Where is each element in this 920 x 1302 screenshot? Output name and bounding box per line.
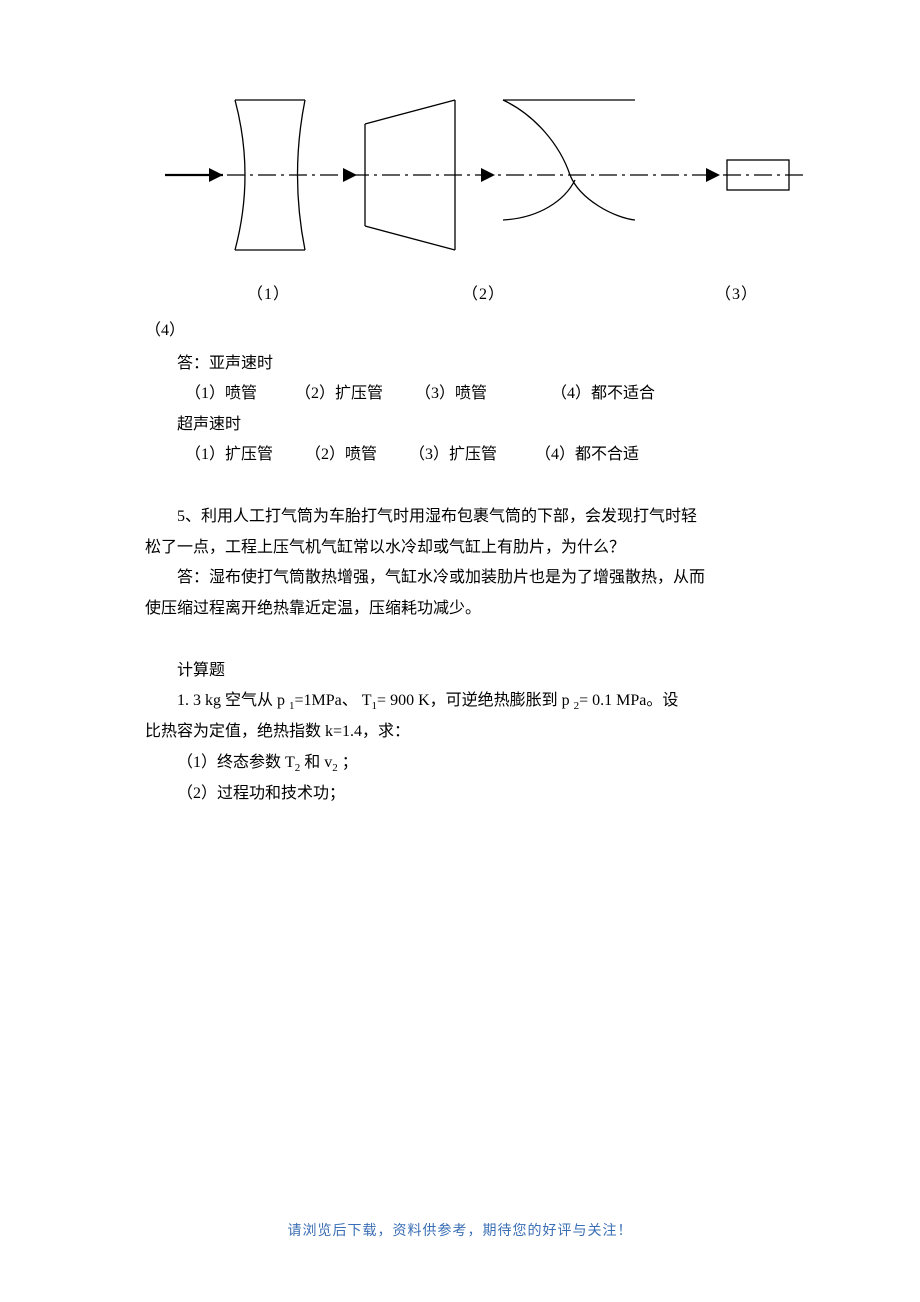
ans-2-3: （3）扩压管 — [409, 446, 497, 463]
answer-supersonic-row: （1）扩压管 （2）喷管 （3）扩压管 （4）都不合适 — [145, 440, 775, 470]
answer-5-line2: 使压缩过程离开绝热靠近定温，压缩耗功减少。 — [145, 594, 775, 624]
ans-1-3: （3）喷管 — [415, 385, 487, 402]
answer-supersonic-heading: 超声速时 — [145, 410, 775, 440]
ans-1-1: （1）喷管 — [185, 385, 257, 402]
page-footer: 请浏览后下载，资料供参考，期待您的好评与关注！ — [0, 1219, 920, 1246]
calc-section-title: 计算题 — [145, 656, 775, 686]
ans-2-1: （1）扩压管 — [185, 446, 273, 463]
answer-subsonic-row: （1）喷管 （2）扩压管 （3）喷管 （4）都不适合 — [145, 379, 775, 409]
calc-q1-line1: 1. 3 kg 空气从 p 1=1MPa、 T1= 900 K，可逆绝热膨胀到 … — [145, 686, 775, 717]
question-5-line2: 松了一点，工程上压气机气缸常以水冷却或气缸上有肋片，为什么？ — [145, 533, 775, 563]
label-3: （3） — [715, 280, 758, 310]
label-4: （4） — [145, 316, 775, 346]
label-1: （1） — [247, 280, 290, 310]
ans-1-2: （2）扩压管 — [295, 385, 383, 402]
calc-item-2: （2）过程功和技术功； — [145, 779, 775, 809]
answer-subsonic-heading: 答：亚声速时 — [145, 349, 775, 379]
calc-q1-line2: 比热容为定值，绝热指数 k=1.4，求： — [145, 717, 775, 747]
ans-2-4: （4）都不合适 — [535, 446, 639, 463]
label-2: （2） — [462, 280, 505, 310]
nozzle-diagram — [165, 90, 775, 280]
calc-item-1: （1）终态参数 T2 和 v2 ； — [145, 748, 775, 779]
ans-1-4: （4）都不适合 — [551, 385, 655, 402]
diagram-labels: （1） （2） （3） — [165, 280, 775, 310]
answer-5-line1: 答：湿布使打气筒散热增强，气缸水冷或加装肋片也是为了增强散热，从而 — [145, 563, 775, 593]
ans-2-2: （2）喷管 — [305, 446, 377, 463]
question-5-line1: 5、利用人工打气筒为车胎打气时用湿布包裹气筒的下部，会发现打气时轻 — [145, 502, 775, 532]
nozzle-svg — [165, 90, 805, 260]
